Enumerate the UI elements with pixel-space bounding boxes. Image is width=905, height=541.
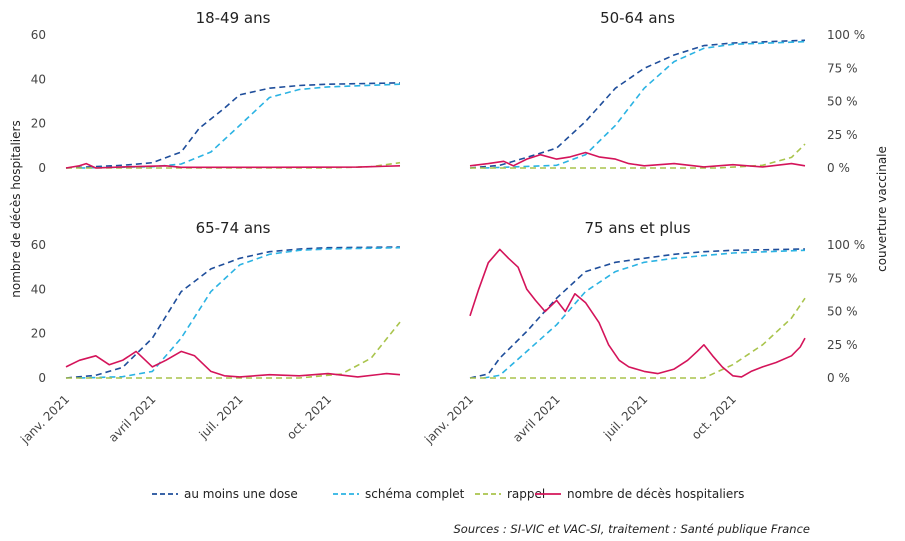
series-line-dose1 [65, 246, 401, 379]
x-tick-label: avril 2021 [510, 392, 563, 445]
series-line-complet [79, 83, 401, 169]
y-right-tick-label: 50 % [827, 95, 858, 109]
legend-label: au moins une dose [184, 487, 298, 501]
y-left-tick-label: 60 [31, 238, 46, 252]
series-line-complet [483, 249, 806, 379]
series-line-complet [483, 40, 806, 169]
panel-title: 50-64 ans [600, 9, 675, 27]
x-tick-label: avril 2021 [106, 392, 159, 445]
series-line-deces [469, 248, 806, 378]
series-line-rappel [470, 143, 806, 169]
y-right-tick-label: 100 % [827, 28, 865, 42]
x-tick-label: juil. 2021 [600, 392, 650, 442]
y-right-tick-label: 100 % [827, 238, 865, 252]
legend-label: rappel [507, 487, 545, 501]
y-right-tick-label: 0 % [827, 371, 850, 385]
y-right-tick-label: 25 % [827, 338, 858, 352]
panel-title: 18-49 ans [196, 9, 271, 27]
x-tick-label: oct. 2021 [284, 392, 334, 442]
y-left-tick-label: 60 [31, 28, 46, 42]
x-tick-label: juil. 2021 [196, 392, 246, 442]
series-line-dose1 [65, 82, 401, 169]
x-tick-label: janv. 2021 [421, 392, 476, 447]
series-line-dose1 [469, 248, 806, 379]
panel-title: 75 ans et plus [584, 219, 690, 237]
y-right-tick-label: 75 % [827, 271, 858, 285]
series-line-deces [65, 162, 401, 169]
series-line-dose1 [469, 39, 806, 169]
y-right-tick-label: 50 % [827, 305, 858, 319]
y-right-axis-label: couverture vaccinale [875, 146, 889, 272]
y-right-tick-label: 75 % [827, 61, 858, 75]
legend-label: nombre de décès hospitaliers [567, 487, 744, 501]
series-line-complet [79, 246, 401, 379]
y-left-tick-label: 20 [31, 117, 46, 131]
y-left-tick-label: 0 [38, 161, 46, 175]
series-line-rappel [66, 321, 401, 379]
y-left-tick-label: 40 [31, 282, 46, 296]
y-left-tick-label: 40 [31, 72, 46, 86]
x-tick-label: janv. 2021 [17, 392, 72, 447]
y-right-tick-label: 0 % [827, 161, 850, 175]
x-tick-label: oct. 2021 [689, 392, 739, 442]
series-line-deces [65, 350, 401, 378]
y-left-tick-label: 20 [31, 327, 46, 341]
y-left-tick-label: 0 [38, 371, 46, 385]
series-line-deces [469, 151, 806, 168]
legend-label: schéma complet [365, 487, 465, 501]
y-right-tick-label: 25 % [827, 128, 858, 142]
series-line-rappel [470, 297, 806, 379]
source-note: Sources : SI-VIC et VAC-SI, traitement :… [454, 522, 811, 536]
panel-title: 65-74 ans [196, 219, 271, 237]
y-left-axis-label: nombre de décès hospitaliers [9, 120, 23, 297]
